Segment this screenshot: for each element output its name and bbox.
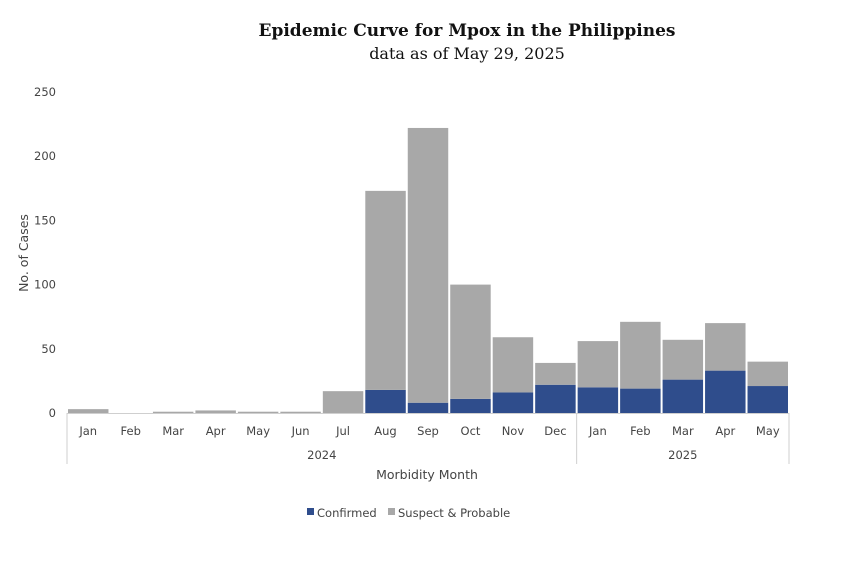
bar-confirmed	[450, 398, 491, 413]
x-axis: Jan Feb Mar Apr May Jun Jul Aug Sep Oct Nov Dec Jan F…	[66, 413, 790, 464]
legend-swatch	[388, 508, 395, 515]
bar-suspect-probable	[450, 284, 491, 399]
bar-suspect-probable	[322, 391, 364, 413]
bar-suspect-probable	[237, 411, 279, 413]
x-tick-label: Dec	[544, 424, 566, 438]
bar-suspect-probable	[747, 361, 788, 387]
x-tick-label: Feb	[630, 424, 650, 438]
bar-suspect-probable	[280, 411, 321, 413]
x-axis-title: Morbidity Month	[376, 467, 478, 482]
x-tick-label: Aug	[374, 424, 396, 438]
x-tick-label: Oct	[461, 424, 481, 438]
bar-suspect-probable	[620, 321, 661, 389]
legend-swatch	[307, 508, 314, 515]
x-tick-label: May	[246, 424, 270, 438]
bar-confirmed	[620, 388, 661, 413]
bar-confirmed	[747, 386, 788, 413]
x-tick-label: Sep	[417, 424, 439, 438]
x-tick-label: Mar	[672, 424, 694, 438]
bar-suspect-probable	[492, 337, 534, 393]
bar-confirmed	[492, 392, 534, 413]
legend-label: Suspect & Probable	[398, 506, 510, 520]
x-tick-label: Jun	[291, 424, 310, 438]
x-group-label: 2024	[307, 448, 336, 462]
bar-suspect-probable	[195, 410, 236, 413]
x-tick-label: May	[756, 424, 780, 438]
bar-suspect-probable	[152, 411, 194, 413]
bar-confirmed	[365, 389, 406, 413]
chart-title: Epidemic Curve for Mpox in the Philippin…	[259, 21, 676, 41]
bar-confirmed	[705, 370, 746, 413]
bar-suspect-probable	[407, 127, 449, 403]
y-tick-label: 200	[34, 149, 56, 163]
y-tick-label: 0	[49, 406, 56, 420]
bar-confirmed	[535, 384, 576, 413]
bar-suspect-probable	[535, 362, 576, 385]
y-tick-label: 250	[34, 85, 56, 99]
x-tick-label: Jan	[588, 424, 607, 438]
bar-suspect-probable	[365, 190, 406, 390]
y-axis-title: No. of Cases	[16, 214, 31, 292]
y-tick-label: 100	[34, 278, 56, 292]
legend: Confirmed Suspect & Probable	[307, 506, 510, 520]
x-tick-label: Jul	[335, 424, 350, 438]
legend-label: Confirmed	[317, 506, 377, 520]
y-tick-label: 50	[41, 342, 56, 356]
y-axis: 0 50 100 150 200 250	[34, 85, 56, 420]
x-tick-label: Feb	[121, 424, 141, 438]
x-tick-label: Apr	[206, 424, 226, 438]
chart-subtitle: data as of May 29, 2025	[369, 44, 565, 63]
bar-suspect-probable	[705, 323, 746, 371]
x-tick-label: Jan	[78, 424, 97, 438]
bars	[68, 127, 788, 413]
x-group-label: 2025	[668, 448, 697, 462]
x-tick-label: Apr	[715, 424, 735, 438]
x-tick-label: Mar	[162, 424, 184, 438]
bar-confirmed	[662, 379, 704, 413]
y-tick-label: 150	[34, 213, 56, 227]
bar-suspect-probable	[662, 339, 704, 380]
bar-suspect-probable	[577, 341, 619, 388]
bar-suspect-probable	[68, 409, 109, 413]
bar-confirmed	[577, 387, 619, 413]
x-tick-label: Nov	[502, 424, 525, 438]
bar-confirmed	[407, 402, 449, 413]
